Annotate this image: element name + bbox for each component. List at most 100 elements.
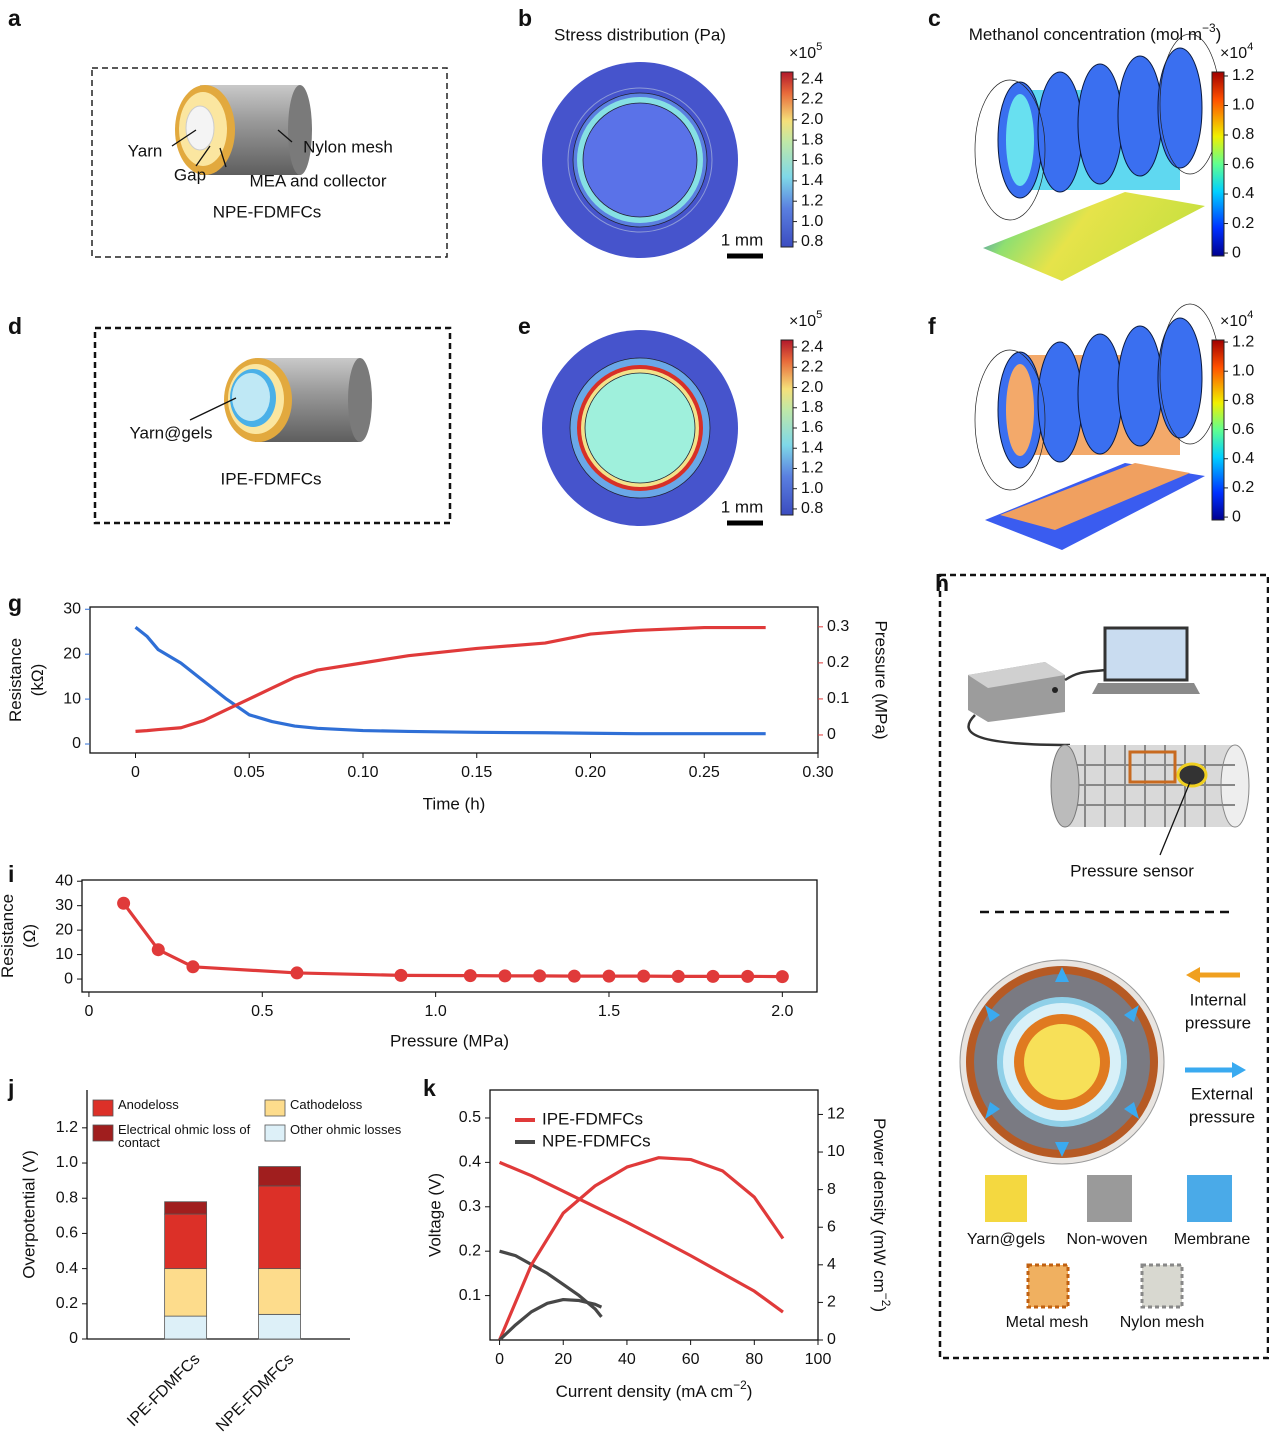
data-line — [498, 1156, 785, 1341]
panel-letter: f — [928, 313, 936, 339]
y2-tick-label: 0 — [827, 726, 836, 743]
colorbar-exponent-base: ×10 — [1220, 45, 1247, 62]
colorbar-tick-label: 0.8 — [801, 500, 823, 517]
panel-letter: a — [8, 5, 21, 31]
panel-letter: j — [7, 1075, 14, 1101]
legend-entry: Cathodeloss — [290, 1098, 362, 1111]
x-tick-label: 0.30 — [802, 764, 833, 781]
colorbar-tick-label: 1.4 — [801, 172, 823, 189]
x-axis-label-base: Current density (mA cm — [556, 1382, 734, 1401]
y2-axis-label: Power density (mW cm−2) — [870, 1118, 893, 1312]
colorbar-tick-label: 1.6 — [801, 419, 823, 436]
legend-entry: Electrical ohmic loss of contact — [118, 1123, 251, 1150]
colorbar-tick-label: 2.4 — [801, 70, 823, 87]
colorbar-tick-label: 1.6 — [801, 152, 823, 169]
data-line — [498, 1160, 784, 1314]
x-tick-label: 0.20 — [575, 764, 606, 781]
x-tick-label: 0 — [84, 1003, 93, 1020]
bar-segment — [258, 1185, 301, 1270]
data-point — [637, 969, 651, 983]
y-axis-label: Resistance (Ω) — [0, 894, 39, 978]
colorbar-tick-label: 0.6 — [1232, 421, 1254, 438]
data-point — [186, 960, 200, 974]
concentration-map-c — [974, 33, 1221, 281]
bar-segment — [164, 1213, 208, 1270]
diagram-a — [91, 67, 448, 258]
bar-segment — [164, 1201, 208, 1215]
panel-letter: h — [935, 570, 949, 596]
colorbar-tick-label: 0.8 — [1232, 126, 1254, 143]
y-tick-label: 0.5 — [459, 1109, 481, 1126]
y-tick-label: 0 — [64, 970, 73, 987]
legend-entry: Anodeloss — [118, 1098, 179, 1112]
y-tick-label: 0.4 — [56, 1260, 78, 1277]
colorbar-tick-label: 1.0 — [801, 480, 823, 497]
y-tick-label: 0.2 — [459, 1242, 481, 1259]
colorbar-tick-label: 1.2 — [801, 192, 823, 209]
map-title-tail: ) — [1216, 25, 1222, 44]
y-axis-label-line: Resistance — [0, 894, 17, 978]
diagram-label: External pressure — [1189, 1085, 1255, 1127]
y-tick-label: 0.4 — [459, 1154, 481, 1171]
x-tick-label: 80 — [745, 1351, 763, 1368]
panel-letter: k — [423, 1075, 436, 1101]
y-tick-label: 30 — [63, 600, 81, 617]
diagram-label: Gap — [174, 165, 206, 184]
y-tick-label: 0.3 — [459, 1198, 481, 1215]
y-tick-label: 40 — [55, 872, 73, 889]
map-title-sup: −3 — [1202, 21, 1216, 35]
legend-label: Electrical ohmic loss of contact — [118, 1123, 251, 1150]
diagram-label-line: pressure — [1185, 1014, 1251, 1033]
data-point — [290, 966, 304, 980]
panel-letter: i — [8, 861, 14, 887]
colorbar — [1211, 339, 1225, 521]
y2-tick-label: 2 — [827, 1294, 836, 1311]
colorbar-tick-label: 1.2 — [1232, 67, 1254, 84]
data-line — [122, 902, 783, 979]
scale-bar-label: 1 mm — [721, 497, 764, 516]
y-tick-label: 10 — [63, 690, 81, 707]
y2-axis-label: Pressure (MPa) — [872, 620, 891, 739]
y2-tick-label: 0 — [827, 1331, 836, 1348]
legend-label: Anodeloss — [118, 1098, 179, 1112]
x-axis-label-tail: ) — [747, 1382, 753, 1401]
y2-tick-label: 0.1 — [827, 690, 849, 707]
data-point — [741, 969, 755, 983]
concentration-map-f — [974, 303, 1221, 550]
y2-tick-label: 10 — [827, 1143, 845, 1160]
colorbar-exponent: ×105 — [789, 41, 822, 62]
diagram-label: MEA and collector — [249, 171, 386, 190]
material-label: Nylon mesh — [1120, 1314, 1204, 1331]
colorbar-tick-label: 1.0 — [1232, 97, 1254, 114]
y-tick-label: 0.8 — [56, 1189, 78, 1206]
colorbar-tick-label: 0.4 — [1232, 450, 1254, 467]
data-point — [117, 896, 131, 910]
colorbar-tick-label: 1.8 — [801, 399, 823, 416]
y-axis-label-line: (Ω) — [20, 924, 39, 948]
colorbar-tick-label: 2.0 — [801, 379, 823, 396]
map-title: Methanol concentration (mol m−3) — [969, 21, 1222, 44]
colorbar — [1211, 71, 1225, 257]
y2-tick-label: 8 — [827, 1181, 836, 1198]
y-axis-label: Overpotential (V) — [19, 1150, 38, 1279]
x-tick-label: 0.10 — [347, 764, 378, 781]
y-tick-label: 10 — [55, 946, 73, 963]
bar-segment — [258, 1313, 301, 1340]
diagram-h — [938, 573, 1269, 1360]
data-point — [498, 969, 512, 983]
data-point — [151, 943, 165, 957]
colorbar-tick-label: 1.0 — [801, 213, 823, 230]
y-tick-label: 0.2 — [56, 1295, 78, 1312]
diagram-label: Yarn — [128, 141, 163, 160]
colorbar-tick-label: 2.2 — [801, 91, 823, 108]
colorbar-tick-label: 0.2 — [1232, 215, 1254, 232]
y-tick-label: 20 — [55, 921, 73, 938]
material-label: Non-woven — [1067, 1231, 1148, 1248]
x-axis-label-sup: −2 — [733, 1378, 747, 1392]
plot-frame — [489, 1089, 819, 1341]
bar-segment — [258, 1166, 301, 1187]
colorbar-tick-label: 0 — [1232, 508, 1241, 525]
x-tick-label: 0.05 — [234, 764, 265, 781]
y-tick-label: 0 — [72, 735, 81, 752]
